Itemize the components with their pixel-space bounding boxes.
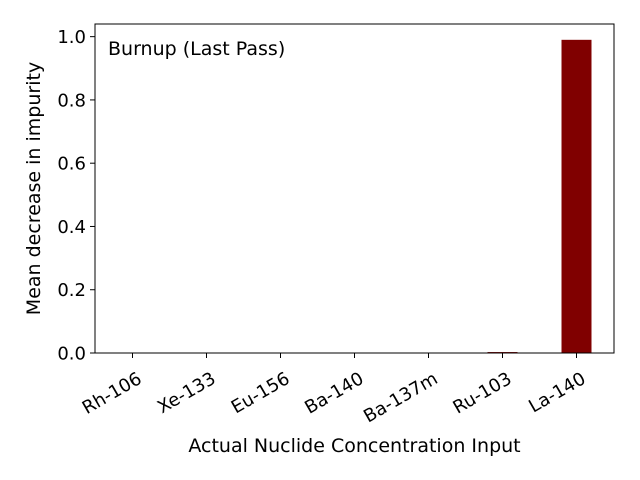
chart-annotation: Burnup (Last Pass)	[108, 38, 285, 60]
y-axis: 0.0 0.2 0.4 0.6 0.8 1.0	[57, 27, 95, 365]
x-tick-label: Xe-133	[154, 368, 219, 418]
y-tick-label: 0.8	[57, 90, 86, 111]
y-tick-label: 1.0	[57, 27, 86, 48]
x-tick-label: Rh-106	[79, 368, 146, 419]
y-tick-label: 0.0	[57, 344, 86, 365]
plot-frame	[94, 23, 615, 354]
y-tick-label: 0.6	[57, 154, 86, 175]
y-tick-label: 0.2	[57, 280, 86, 301]
x-tick-label: Ru-103	[449, 368, 515, 418]
x-tick-label: Ba-137m	[360, 368, 441, 427]
x-tick-label: La-140	[525, 368, 589, 417]
bars-group	[487, 39, 592, 353]
y-tick-label: 0.4	[57, 217, 86, 238]
x-tick-label: Ba-140	[301, 368, 367, 418]
x-tick-label: Eu-156	[228, 368, 294, 418]
y-axis-label: Mean decrease in impurity	[23, 62, 45, 315]
x-axis-label: Actual Nuclide Concentration Input	[188, 435, 520, 457]
bar-la-140	[561, 39, 592, 353]
